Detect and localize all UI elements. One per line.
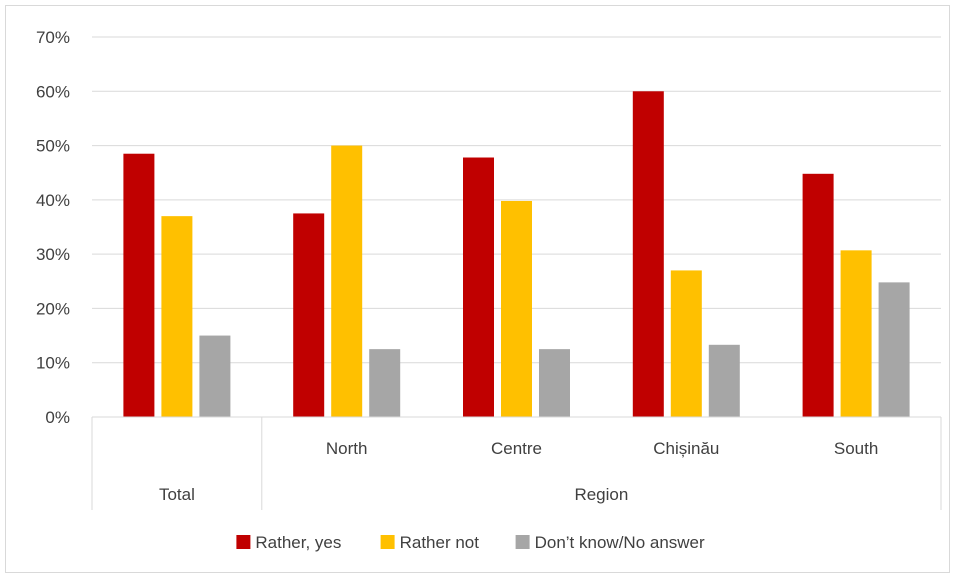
bar [632,91,664,418]
group-label: Total [159,485,195,504]
bar [331,145,363,418]
bar [123,153,155,417]
legend-swatch [380,535,395,549]
y-tick-label: 50% [36,137,70,156]
bar [708,344,740,417]
y-tick-label: 20% [36,299,70,318]
legend-swatch [236,535,251,549]
x-tick-label: North [326,439,368,458]
bar [878,282,910,417]
bar [840,250,872,417]
y-tick-label: 40% [36,191,70,210]
legend: Rather, yes Rather not Don’t know/No answe… [236,533,705,552]
x-tick-label: South [834,439,878,458]
y-axis-ticks: 0% 10% 20% 30% 40% 50% 60% 70% [36,28,70,427]
bar [161,216,193,417]
bar [802,173,834,417]
y-tick-label: 70% [36,28,70,47]
bar [463,157,494,417]
y-tick-label: 60% [36,82,70,101]
y-tick-label: 30% [36,245,70,264]
bar [199,335,231,417]
bar [369,349,401,417]
y-tick-label: 0% [45,408,70,427]
legend-swatch [515,535,530,549]
chart-frame: 0% 10% 20% 30% 40% 50% 60% 70% North Centre Chiși… [5,5,950,573]
x-tick-label: Chișinău [653,439,719,458]
bars [123,91,910,418]
bar [539,349,570,417]
bar [670,270,702,417]
legend-label: Rather, yes [255,533,341,552]
legend-label: Rather not [400,533,480,552]
bar [293,213,325,417]
bar-chart: 0% 10% 20% 30% 40% 50% 60% 70% North Centre Chiși… [36,28,942,552]
x-axis: North Centre Chișinău South Total Region [91,416,942,510]
bar [501,200,532,417]
x-tick-label: Centre [491,439,542,458]
group-label: Region [574,485,628,504]
y-tick-label: 10% [36,354,70,373]
legend-label: Don’t know/No answer [535,533,705,552]
